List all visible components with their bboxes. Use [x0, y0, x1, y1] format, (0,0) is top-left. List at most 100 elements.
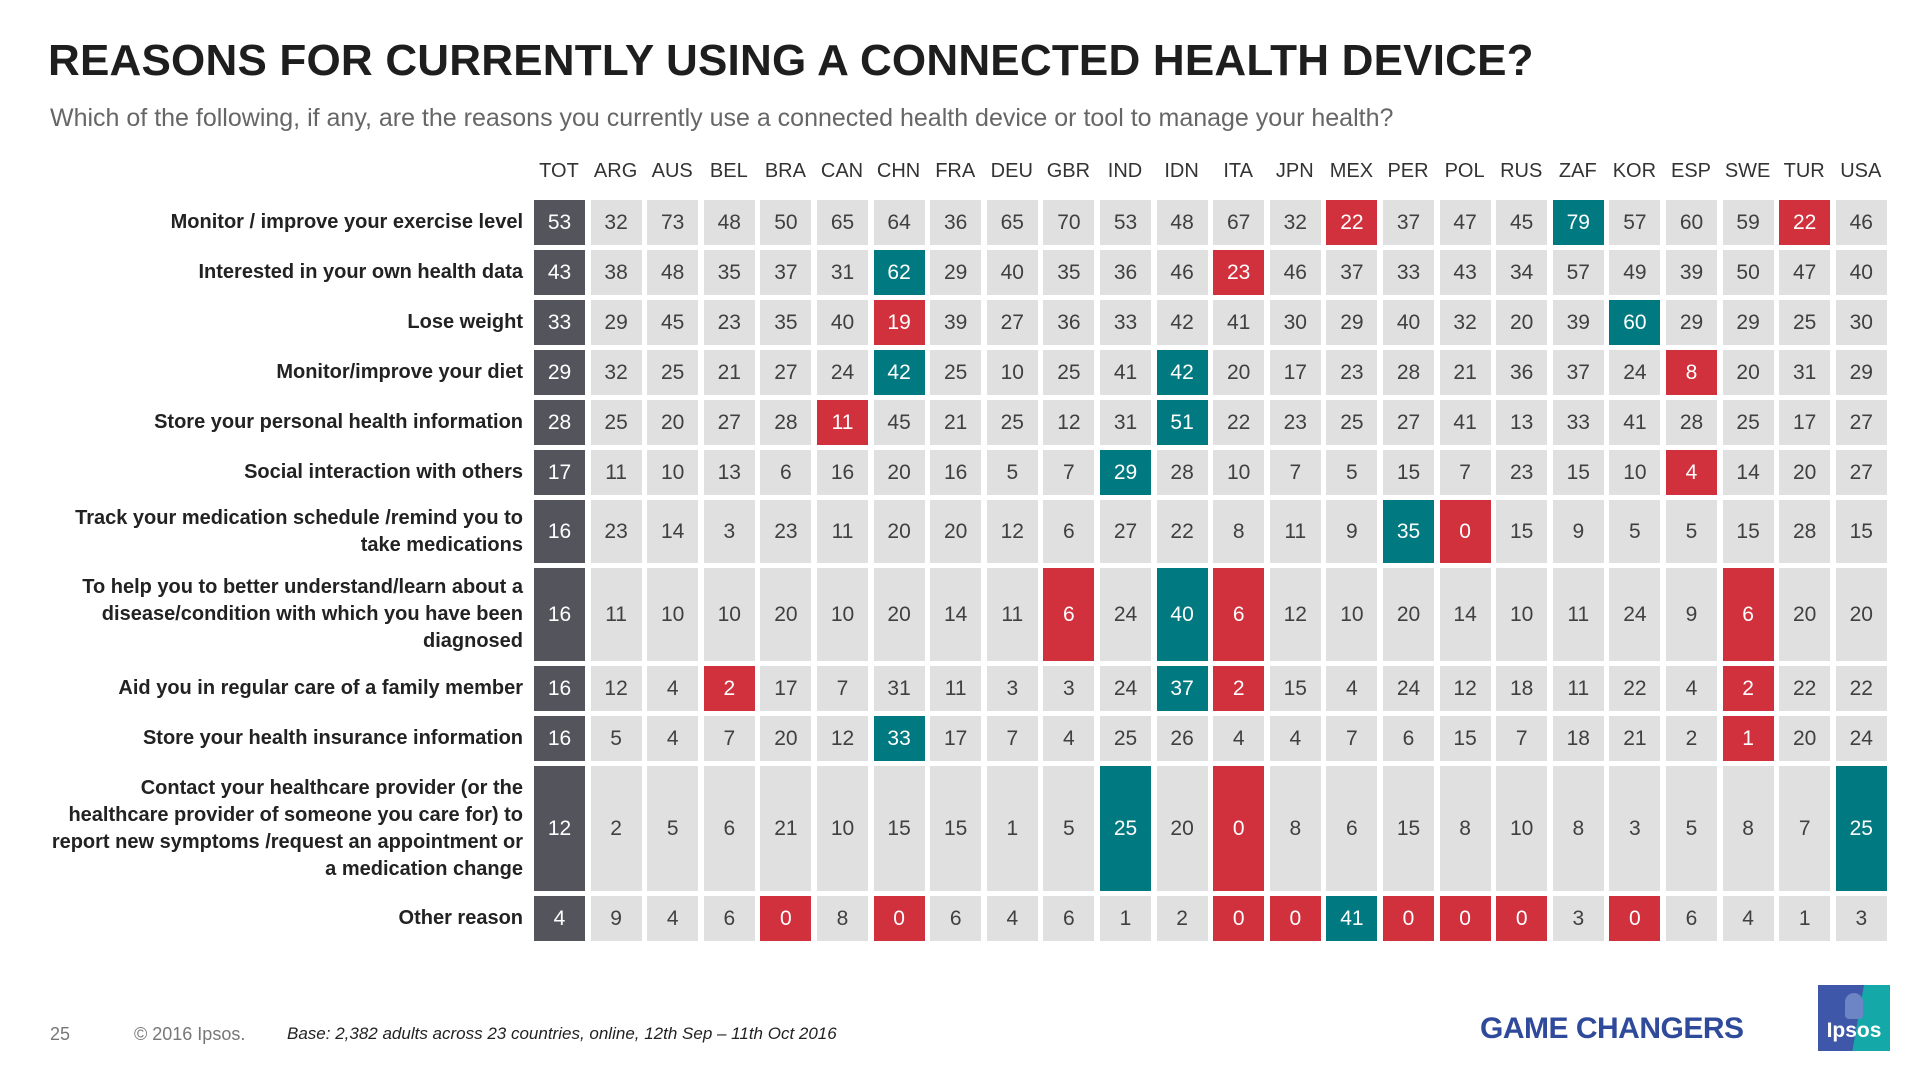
cell-idn: 26 [1156, 716, 1208, 761]
cell-can: 10 [817, 766, 868, 891]
column-header-deu: DEU [990, 160, 1033, 182]
cell-kor: 49 [1609, 250, 1661, 295]
cell-tur: 20 [1779, 450, 1831, 495]
cell-chn: 31 [873, 666, 925, 711]
row-label: Monitor / improve your exercise level [40, 200, 523, 245]
cell-pol: 15 [1439, 716, 1491, 761]
cell-jpn: 15 [1269, 666, 1321, 711]
cell-per: 28 [1383, 350, 1434, 395]
cell-tot: 16 [534, 568, 585, 661]
cell-bra: 20 [760, 568, 812, 661]
cell-pol: 7 [1439, 450, 1491, 495]
ipsos-logo: Ipsos [1818, 985, 1890, 1051]
cell-mex: 29 [1326, 300, 1378, 345]
cell-tur: 20 [1779, 716, 1831, 761]
cell-bra: 20 [760, 716, 812, 761]
cell-pol: 12 [1439, 666, 1491, 711]
cell-tot: 33 [534, 300, 585, 345]
cell-zaf: 57 [1552, 250, 1604, 295]
cell-gbr: 5 [1043, 766, 1095, 891]
cell-ita: 67 [1213, 200, 1265, 245]
cell-esp: 4 [1666, 666, 1717, 711]
cell-per: 27 [1383, 400, 1434, 445]
cell-arg: 12 [590, 666, 642, 711]
cell-deu: 65 [986, 200, 1038, 245]
cell-can: 16 [817, 450, 868, 495]
cell-bra: 50 [760, 200, 812, 245]
cell-usa: 25 [1835, 766, 1887, 891]
cell-can: 11 [817, 500, 868, 563]
cell-fra: 36 [930, 200, 982, 245]
cell-usa: 29 [1835, 350, 1887, 395]
cell-per: 37 [1383, 200, 1434, 245]
cell-idn: 2 [1156, 896, 1208, 941]
cell-pol: 0 [1439, 500, 1491, 563]
cell-mex: 37 [1326, 250, 1378, 295]
cell-jpn: 7 [1269, 450, 1321, 495]
cell-bra: 37 [760, 250, 812, 295]
cell-chn: 64 [873, 200, 925, 245]
cell-tot: 28 [534, 400, 585, 445]
cell-esp: 60 [1666, 200, 1717, 245]
cell-pol: 21 [1439, 350, 1491, 395]
cell-per: 0 [1383, 896, 1434, 941]
row-label-text: Other reason [398, 907, 523, 929]
logo-head-icon [1845, 993, 1863, 1019]
cell-can: 11 [817, 400, 868, 445]
cell-aus: 4 [647, 666, 699, 711]
base-note: Base: 2,382 adults across 23 countries, … [287, 1024, 837, 1043]
cell-esp: 39 [1666, 250, 1717, 295]
cell-bel: 13 [703, 450, 755, 495]
cell-ind: 27 [1100, 500, 1151, 563]
cell-bel: 6 [703, 766, 755, 891]
cell-fra: 20 [930, 500, 982, 563]
cell-arg: 29 [590, 300, 642, 345]
cell-tur: 28 [1779, 500, 1831, 563]
cell-esp: 29 [1666, 300, 1717, 345]
row-label: Other reason [40, 896, 523, 941]
cell-gbr: 7 [1043, 450, 1095, 495]
cell-tur: 22 [1779, 666, 1831, 711]
cell-swe: 4 [1722, 896, 1774, 941]
cell-per: 35 [1383, 500, 1434, 563]
cell-deu: 1 [986, 766, 1038, 891]
cell-idn: 22 [1156, 500, 1208, 563]
cell-usa: 46 [1835, 200, 1887, 245]
column-header-zaf: ZAF [1558, 160, 1597, 182]
cell-esp: 5 [1666, 500, 1717, 563]
row-label: Store your health insurance information [40, 716, 523, 761]
cell-ita: 41 [1213, 300, 1265, 345]
column-header-ind: IND [1107, 160, 1143, 182]
row-label: Social interaction with others [40, 450, 523, 495]
row-label-text: Aid you in regular care of a family memb… [118, 677, 523, 699]
cell-ita: 2 [1213, 666, 1265, 711]
cell-bel: 2 [703, 666, 755, 711]
cell-gbr: 70 [1043, 200, 1095, 245]
cell-chn: 45 [873, 400, 925, 445]
cell-gbr: 4 [1043, 716, 1095, 761]
cell-kor: 24 [1609, 350, 1661, 395]
cell-chn: 33 [873, 716, 925, 761]
cell-ind: 36 [1100, 250, 1151, 295]
row-label-text: Store your health insurance information [142, 727, 523, 749]
cell-bra: 6 [760, 450, 812, 495]
cell-chn: 0 [873, 896, 925, 941]
row-label: To help you to better understand/learn a… [40, 568, 523, 661]
cell-per: 15 [1383, 766, 1434, 891]
cell-per: 15 [1383, 450, 1434, 495]
cell-mex: 6 [1326, 766, 1378, 891]
game-changers-brand: GAME CHANGERS [1480, 1012, 1744, 1045]
cell-swe: 50 [1722, 250, 1774, 295]
page-title: REASONS FOR CURRENTLY USING A CONNECTED … [48, 36, 1534, 85]
cell-ita: 22 [1213, 400, 1265, 445]
cell-swe: 20 [1722, 350, 1774, 395]
page-subtitle: Which of the following, if any, are the … [50, 104, 1394, 132]
cell-pol: 8 [1439, 766, 1491, 891]
page-number: 25 [50, 1024, 71, 1044]
cell-arg: 32 [590, 200, 642, 245]
cell-deu: 10 [986, 350, 1038, 395]
cell-tur: 22 [1779, 200, 1831, 245]
cell-swe: 59 [1722, 200, 1774, 245]
cell-gbr: 25 [1043, 350, 1095, 395]
row-label: Contact your healthcare provider (or the… [40, 766, 523, 891]
